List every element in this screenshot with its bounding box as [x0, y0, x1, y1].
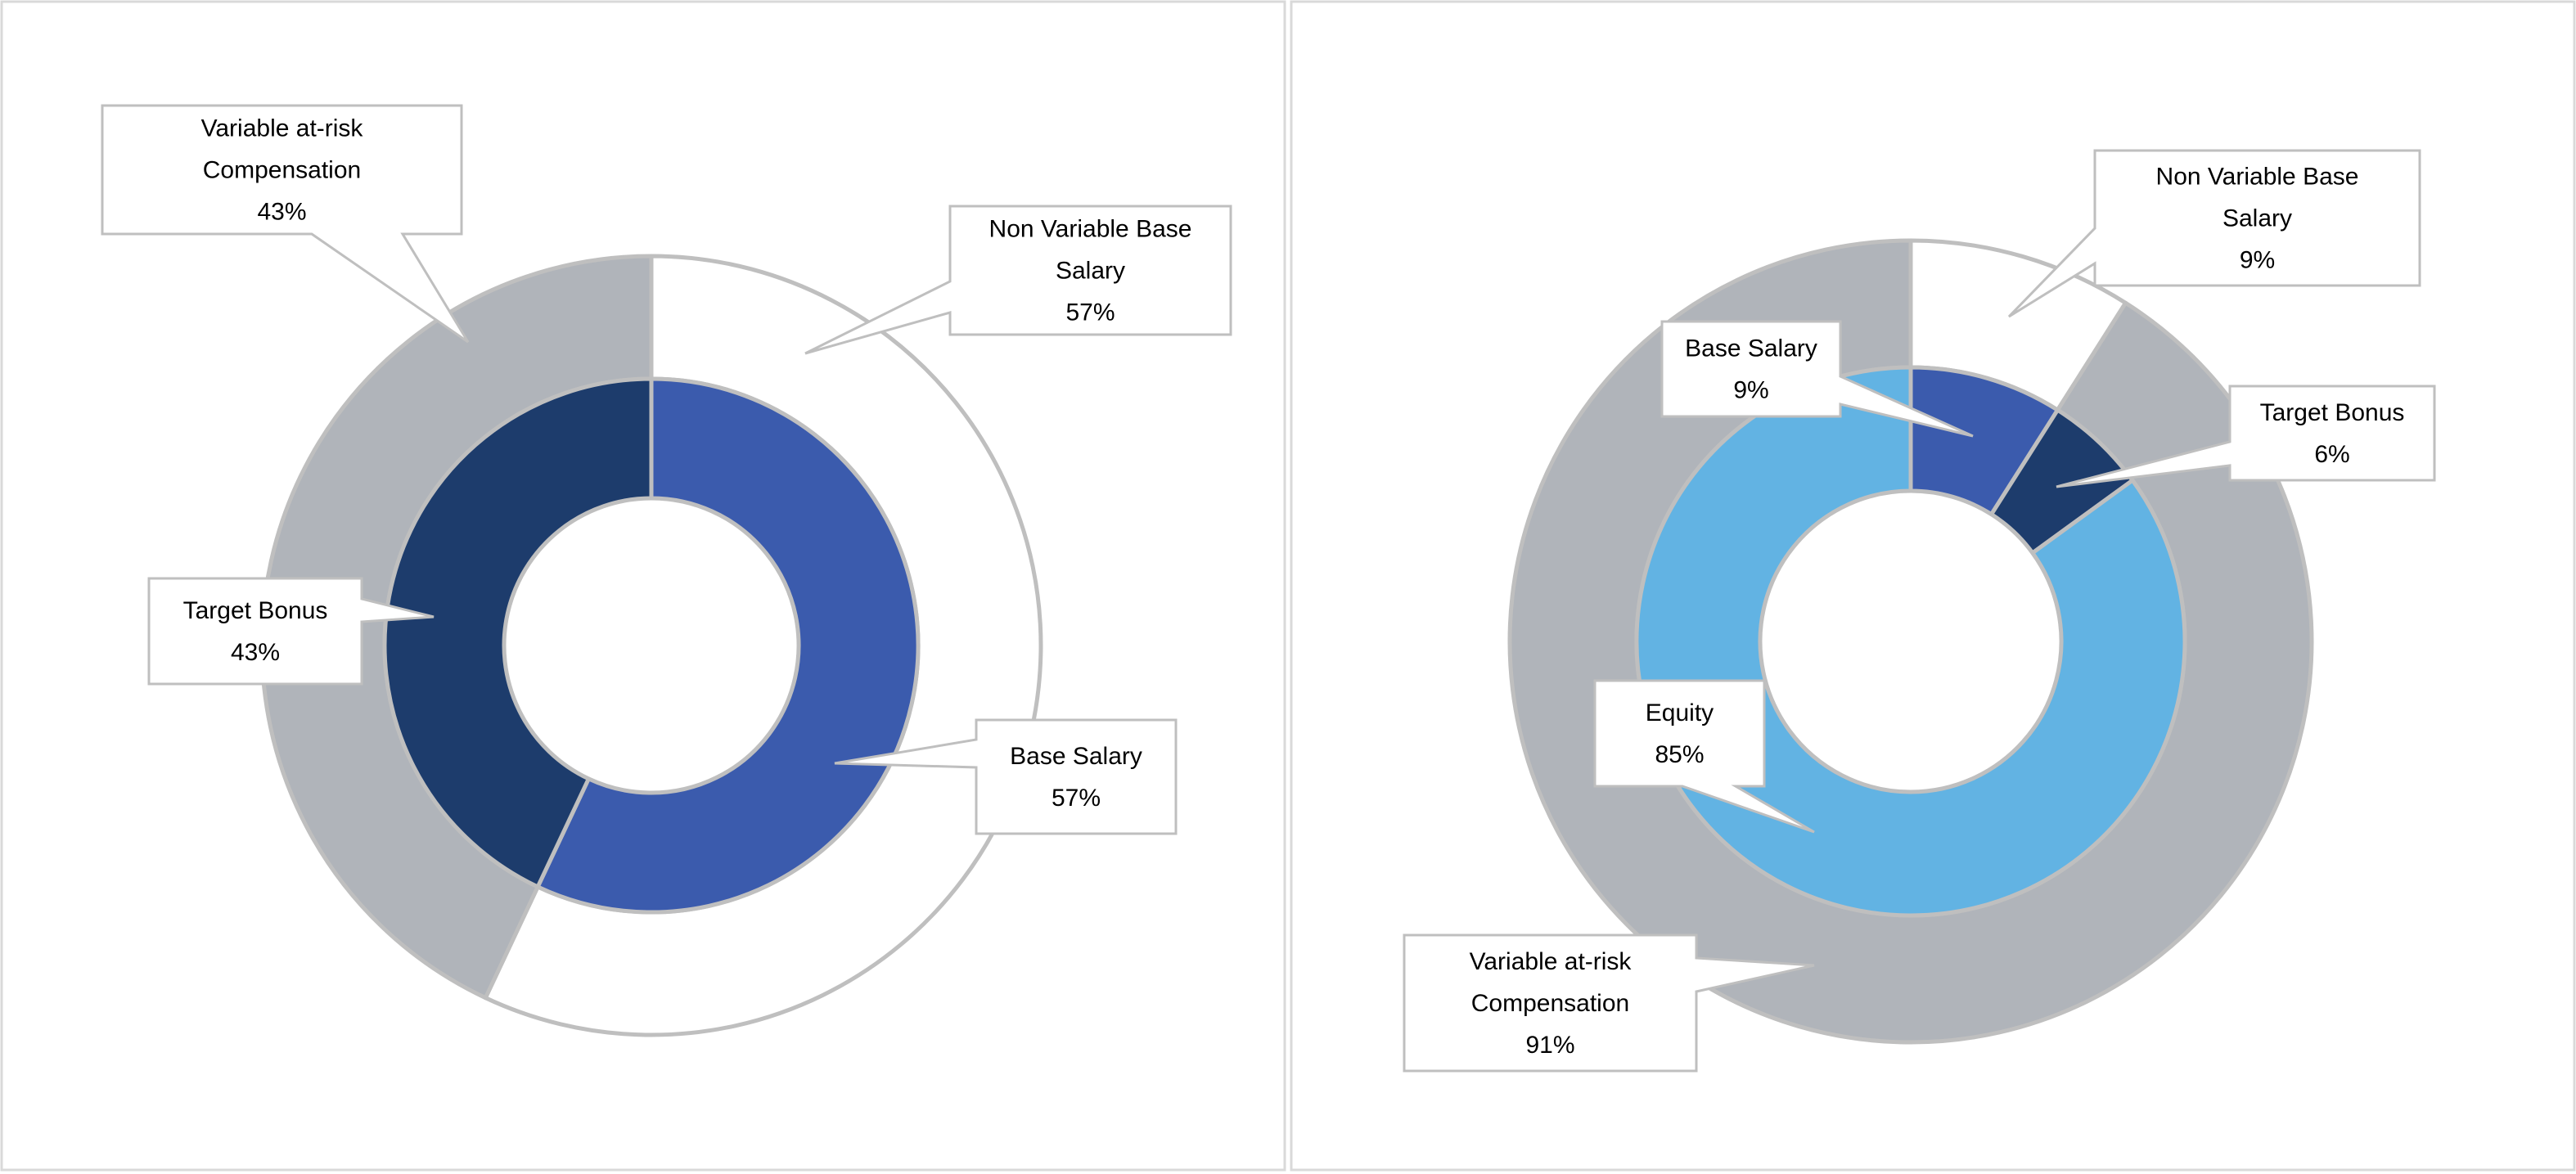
data-label-text: 6% [2314, 441, 2349, 468]
data-label-text: 91% [1525, 1032, 1574, 1059]
callout-box [1403, 933, 1815, 1073]
data-label-text: 9% [1733, 377, 1768, 404]
data-label-callout: Base Salary 9% [1660, 320, 1974, 438]
data-label-text: Target Bonus [2260, 399, 2405, 426]
data-label-text: Non Variable Base [2156, 164, 2359, 191]
callout-box [2007, 149, 2421, 318]
data-label-text: Non Variable Base [989, 216, 1192, 243]
data-label-text: 57% [1052, 785, 1101, 812]
callout-box [804, 205, 1232, 355]
data-label-text: Compensation [1471, 990, 1629, 1017]
data-label-text: Variable at-risk [1470, 948, 1633, 975]
callout-box [1593, 679, 1815, 834]
data-label-callout: Target Bonus 43% [147, 577, 435, 686]
donut-chart-2: Non Variable Base Salary 9% Base Salary 9% Ta… [1290, 0, 2576, 1172]
data-label-text: Base Salary [1010, 743, 1142, 770]
data-label-text: 57% [1065, 299, 1115, 326]
data-label-callout: Non Variable Base Salary 9% [2007, 149, 2421, 318]
donut-chart-1: Variable at-risk Compensation 43% Non Varia… [0, 0, 1286, 1172]
inner-slice-target-bonus [382, 376, 654, 889]
callout-box [2056, 385, 2436, 488]
inner-slice-base-salary [535, 376, 921, 915]
callout-box [1660, 320, 1974, 438]
data-label-text: 43% [231, 639, 280, 666]
data-label-text: Equity [1646, 699, 1714, 726]
callout-box [101, 104, 470, 344]
data-label-callout: Target Bonus 6% [2056, 385, 2436, 488]
data-label-callout: Non Variable Base Salary 57% [804, 205, 1232, 355]
data-label-text: 85% [1655, 741, 1704, 768]
data-label-text: Variable at-risk [201, 115, 364, 142]
data-label-callout: Variable at-risk Compensation 43% [101, 104, 470, 344]
callout-box [834, 718, 1178, 835]
data-label-text: 9% [2240, 247, 2275, 274]
data-label-text: Compensation [203, 157, 361, 184]
data-label-text: Target Bonus [183, 597, 328, 624]
data-label-text: Salary [2222, 205, 2292, 232]
data-label-callout: Equity 85% [1593, 679, 1815, 834]
data-label-text: Salary [1056, 258, 1125, 285]
callout-box [147, 577, 435, 686]
data-label-callout: Base Salary 57% [834, 718, 1178, 835]
data-label-text: 43% [257, 199, 306, 226]
data-label-text: Base Salary [1685, 335, 1817, 362]
data-label-callout: Variable at-risk Compensation 91% [1403, 933, 1815, 1073]
